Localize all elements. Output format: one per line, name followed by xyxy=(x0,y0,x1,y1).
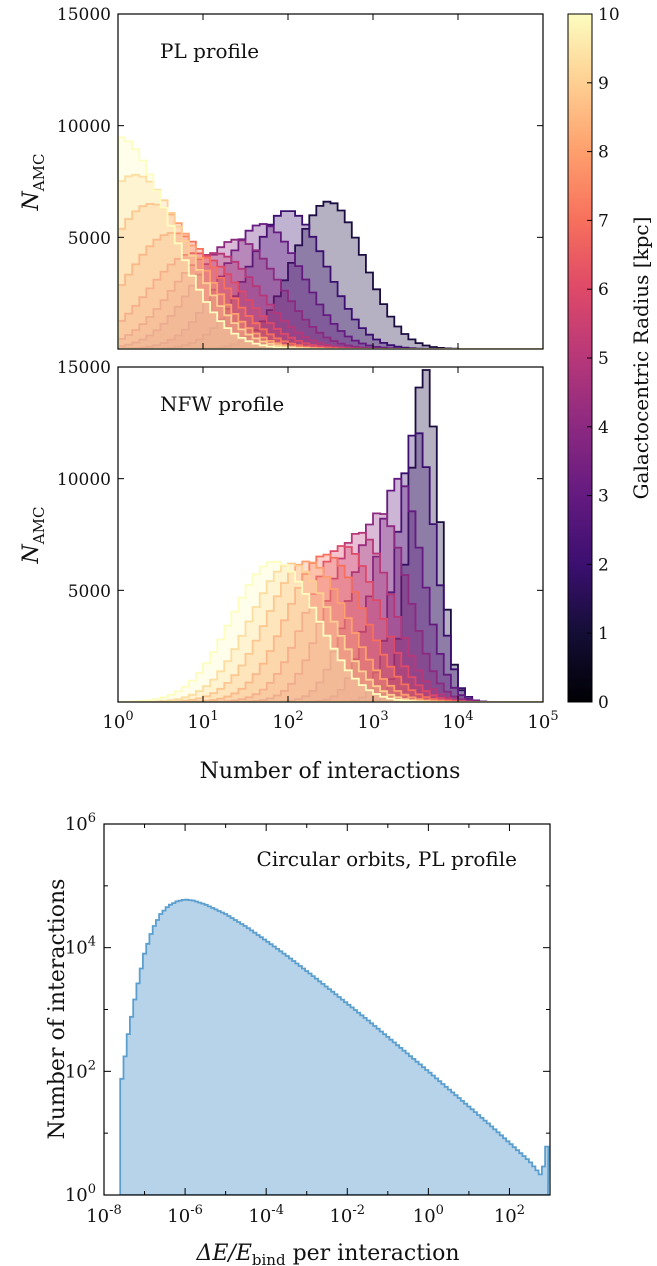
colorbar-tick-label: 5 xyxy=(598,349,609,369)
circular-xtick-label: 10-2 xyxy=(329,1203,365,1227)
circular-xlabel-main: ΔE/E xyxy=(195,1241,251,1266)
circular-xtick-label: 10-4 xyxy=(248,1203,284,1227)
histogram-series-2.5kpc xyxy=(118,223,543,349)
nfw-xtick-label: 101 xyxy=(187,709,218,733)
nfw-xtick-labels: 100 101 102 103 104 105 xyxy=(102,709,558,733)
nfw-annotation: NFW profile xyxy=(160,392,284,416)
nfw-axes-frame xyxy=(117,366,544,703)
pl-ylabel: NAMC xyxy=(19,154,48,212)
colorbar-label: Galactocentric Radius [kpc] xyxy=(629,217,653,500)
circular-histogram-bars xyxy=(119,898,550,1195)
pl-axis-ticks xyxy=(117,13,544,349)
circular-ylabel: Number of interactions xyxy=(45,879,70,1140)
panel-nfw-profile: 5000 10000 15000 NFW profile NAMC 100 101… xyxy=(19,358,559,784)
circular-xlabel: ΔE/Ebind per interaction xyxy=(195,1241,459,1266)
pl-annotation: PL profile xyxy=(160,39,259,63)
circular-annotation: Circular orbits, PL profile xyxy=(257,847,517,871)
colorbar: 0 1 2 3 4 5 6 7 8 9 10 Galactocentric Radius [kpc] xyxy=(567,5,653,713)
colorbar-tick-label: 3 xyxy=(598,487,609,507)
nfw-xtick-label: 103 xyxy=(357,709,388,733)
circular-xlabel-sub: bind xyxy=(252,1251,286,1266)
nfw-ylabel-main: N xyxy=(19,543,44,564)
circular-xtick-label: 10-8 xyxy=(86,1203,122,1227)
histogram-series-2.5kpc xyxy=(118,477,543,702)
nfw-xtick-label: 100 xyxy=(102,709,133,733)
colorbar-tick-label: 1 xyxy=(598,624,609,644)
panel-pl-profile: 5000 10000 15000 PL profile NAMC xyxy=(19,5,544,350)
pl-axes-frame xyxy=(117,13,544,350)
pl-histogram-series xyxy=(118,136,543,349)
colorbar-ticks: 0 1 2 3 4 5 6 7 8 9 10 xyxy=(587,5,620,713)
nfw-xtick-label: 104 xyxy=(442,709,473,733)
circular-ytick-label: 106 xyxy=(65,811,96,835)
nfw-ylabel-sub: AMC xyxy=(30,507,48,546)
nfw-histogram-series xyxy=(118,369,543,702)
nfw-xtick-label: 102 xyxy=(272,709,303,733)
pl-ylabel-sub: AMC xyxy=(30,154,48,193)
colorbar-tick-label: 10 xyxy=(598,5,620,25)
shared-xlabel: Number of interactions xyxy=(200,759,461,784)
nfw-xtick-label: 105 xyxy=(527,709,558,733)
circular-tick-labels: 10-8 10-6 10-4 10-2 100 102 100 102 104 106 xyxy=(65,811,525,1227)
circular-xtick-label: 10-6 xyxy=(167,1203,203,1227)
circular-ytick-label: 102 xyxy=(65,1058,96,1082)
colorbar-tick-label: 6 xyxy=(598,280,609,300)
colorbar-tick-label: 0 xyxy=(598,693,609,713)
nfw-ytick-15000: 15000 xyxy=(57,358,111,378)
circular-ytick-label: 104 xyxy=(65,935,96,959)
circular-xtick-label: 100 xyxy=(413,1203,444,1227)
colorbar-tick-label: 2 xyxy=(598,555,609,575)
nfw-ytick-10000: 10000 xyxy=(57,470,111,490)
circular-xlabel-rest: per interaction xyxy=(286,1241,460,1266)
pl-ylabel-main: N xyxy=(19,190,44,211)
colorbar-tick-label: 9 xyxy=(598,74,609,94)
histogram-series-9.5kpc xyxy=(118,136,543,349)
nfw-ylabel: NAMC xyxy=(19,507,48,565)
circular-xtick-label: 102 xyxy=(494,1203,525,1227)
panel-circular-orbits: 10-8 10-6 10-4 10-2 100 102 100 102 104 106 Circu… xyxy=(45,811,551,1266)
colorbar-tick-label: 8 xyxy=(598,143,609,163)
circular-ytick-label: 100 xyxy=(65,1182,96,1206)
circular-histogram xyxy=(119,898,550,1195)
colorbar-tick-label: 4 xyxy=(598,418,609,438)
nfw-axis-ticks xyxy=(117,366,544,702)
nfw-ytick-5000: 5000 xyxy=(68,582,111,602)
pl-ytick-15000: 15000 xyxy=(57,5,111,25)
pl-ytick-10000: 10000 xyxy=(57,117,111,137)
circular-axis-ticks xyxy=(103,823,551,1196)
pl-ytick-5000: 5000 xyxy=(68,229,111,249)
colorbar-tick-label: 7 xyxy=(598,211,609,231)
